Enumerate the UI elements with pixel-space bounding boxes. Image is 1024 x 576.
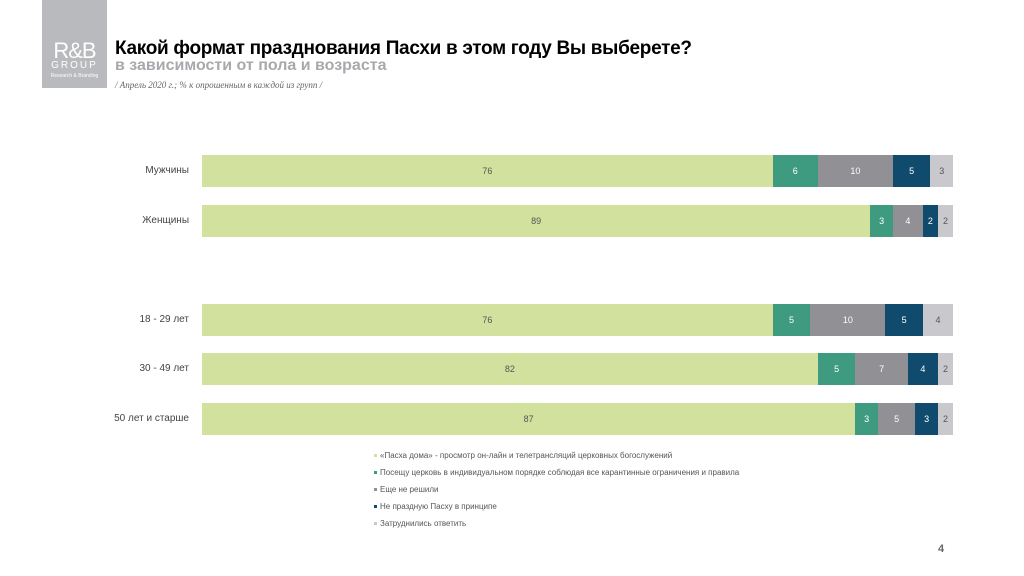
bar-segment: 2 [937,205,953,237]
bar-segment: 3 [915,403,938,435]
category-label: 50 лет и старше [114,413,189,424]
legend-swatch [374,454,377,457]
legend-swatch [374,505,377,508]
bar-segment: 7 [855,353,908,385]
legend-swatch [374,522,377,525]
bar-segment: 10 [817,155,893,187]
legend-label: «Пасха дома» - просмотр он-лайн и телетр… [380,451,673,460]
category-label: 18 - 29 лет [139,314,189,325]
bar-segment: 2 [937,353,953,385]
bar-segment: 4 [922,304,953,336]
logo-text: R&B [53,38,96,63]
bar-row: 82 5 7 4 2 [202,353,953,385]
bar-segment: 76 [202,155,773,187]
bar-segment: 5 [877,403,916,435]
bar-row: 76 6 10 5 3 [202,155,953,187]
survey-note: / Апрель 2020 г.; % к опрошенным в каждо… [115,80,323,90]
bar-row: 76 5 10 5 4 [202,304,953,336]
legend-item: «Пасха дома» - просмотр он-лайн и телетр… [374,447,739,464]
bar-segment: 6 [772,155,818,187]
legend-item: Еще не решили [374,481,739,498]
bar-segment: 4 [907,353,938,385]
category-label: Мужчины [145,165,189,176]
bar-segment: 76 [202,304,773,336]
page-number: 4 [938,543,945,555]
legend-label: Еще не решили [380,485,439,494]
legend-swatch [374,488,377,491]
bar-segment: 5 [817,353,856,385]
legend-item: Затруднились ответить [374,515,739,532]
page-title: Какой формат празднования Пасхи в этом г… [115,38,692,59]
legend-item: Посещу церковь в индивидуальном порядке … [374,464,739,481]
bar-segment: 2 [922,205,938,237]
category-label: Женщины [142,215,189,226]
logo-text: GROUP [51,60,98,71]
bar-segment: 3 [855,403,878,435]
bar-segment: 2 [937,403,953,435]
legend-label: Не праздную Пасху в принципе [380,502,497,511]
bar-row: 87 3 5 3 2 [202,403,953,435]
logo: R&B GROUP Research & Branding [42,0,107,88]
bar-segment: 87 [202,403,856,435]
bar-segment: 5 [885,304,923,336]
bar-segment: 82 [202,353,818,385]
bar-segment: 5 [892,155,931,187]
legend-item: Не праздную Пасху в принципе [374,498,739,515]
bar-segment: 3 [930,155,953,187]
category-label: 30 - 49 лет [139,363,189,374]
bar-segment: 3 [870,205,893,237]
legend-label: Посещу церковь в индивидуальном порядке … [380,468,740,477]
bar-segment: 5 [772,304,811,336]
legend-label: Затруднились ответить [380,519,467,528]
chart-legend: «Пасха дома» - просмотр он-лайн и телетр… [374,447,739,532]
bar-segment: 4 [892,205,923,237]
bar-segment: 89 [202,205,871,237]
page-subtitle: в зависимости от пола и возраста [115,57,387,74]
legend-swatch [374,471,377,474]
bar-segment: 10 [810,304,886,336]
bar-row: 89 3 4 2 2 [202,205,953,237]
logo-text: Research & Branding [50,73,99,79]
